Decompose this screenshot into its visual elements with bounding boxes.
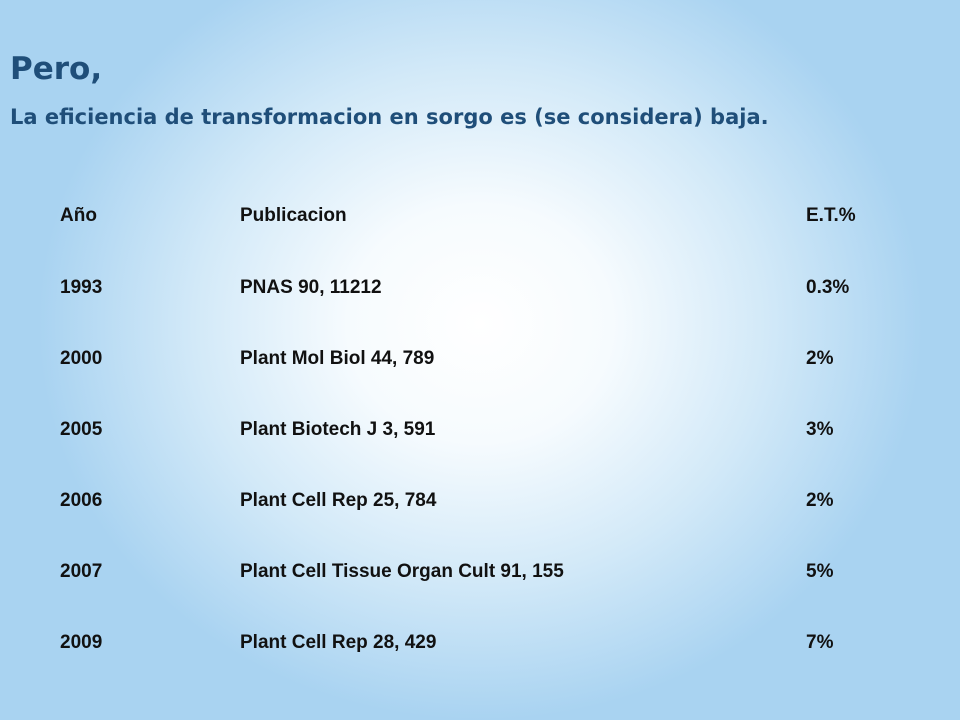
cell-year: 2000	[60, 347, 103, 369]
table-row: 2005 Plant Biotech J 3, 591 3%	[60, 394, 886, 465]
cell-year: 1993	[60, 276, 103, 298]
table-row: 2007 Plant Cell Tissue Organ Cult 91, 15…	[60, 536, 886, 607]
table-row: 1993 PNAS 90, 11212 0.3%	[60, 252, 886, 323]
cell-publication: Plant Cell Rep 28, 429	[240, 631, 437, 653]
slide-title: Pero,	[10, 51, 103, 87]
header-year: Año	[60, 205, 97, 226]
cell-publication: Plant Mol Biol 44, 789	[240, 347, 435, 369]
cell-year: 2009	[60, 631, 103, 653]
table-header-row: Año Publicacion E.T.%	[60, 180, 886, 252]
cell-efficiency: 3%	[806, 418, 834, 440]
slide-subtitle: La eficiencia de transformacion en sorgo…	[10, 105, 769, 129]
cell-year: 2005	[60, 418, 103, 440]
cell-publication: Plant Cell Tissue Organ Cult 91, 155	[240, 560, 564, 582]
header-efficiency: E.T.%	[806, 205, 856, 226]
cell-publication: Plant Cell Rep 25, 784	[240, 489, 437, 511]
table-row: 2009 Plant Cell Rep 28, 429 7%	[60, 607, 886, 678]
cell-efficiency: 7%	[806, 631, 834, 653]
cell-efficiency: 2%	[806, 347, 834, 369]
cell-publication: Plant Biotech J 3, 591	[240, 418, 436, 440]
table-row: 2006 Plant Cell Rep 25, 784 2%	[60, 465, 886, 536]
cell-efficiency: 2%	[806, 489, 834, 511]
cell-year: 2007	[60, 560, 103, 582]
cell-efficiency: 5%	[806, 560, 834, 582]
header-publication: Publicacion	[240, 205, 347, 226]
table-row: 2000 Plant Mol Biol 44, 789 2%	[60, 323, 886, 394]
cell-year: 2006	[60, 489, 103, 511]
cell-efficiency: 0.3%	[806, 276, 850, 298]
cell-publication: PNAS 90, 11212	[240, 276, 382, 298]
publications-table: Año Publicacion E.T.% 1993 PNAS 90, 1121…	[60, 180, 886, 678]
